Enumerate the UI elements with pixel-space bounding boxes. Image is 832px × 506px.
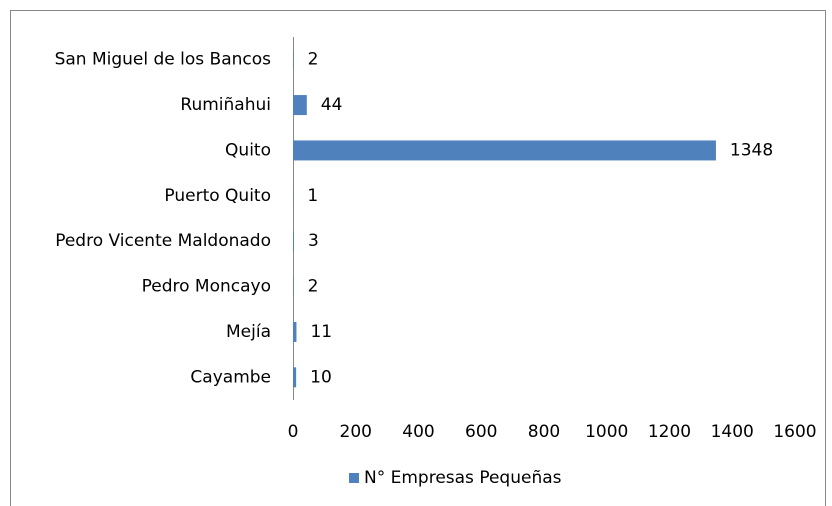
bar	[293, 367, 297, 388]
bar	[293, 231, 294, 252]
x-tick-label: 200	[340, 422, 372, 442]
x-tick-label: 1200	[648, 422, 691, 442]
data-label: 10	[310, 367, 332, 387]
x-tick-label: 1400	[711, 422, 754, 442]
y-tick-label: Puerto Quito	[164, 186, 271, 206]
legend-label: N° Empresas Pequeñas	[364, 468, 562, 488]
y-tick-label: Cayambe	[190, 367, 271, 387]
bar	[293, 95, 307, 116]
y-tick-label: Rumiñahui	[180, 95, 271, 115]
bar	[293, 49, 294, 70]
y-tick-label: Mejía	[226, 322, 271, 342]
x-tick-label: 400	[402, 422, 434, 442]
data-label: 2	[308, 50, 319, 70]
legend-swatch	[349, 473, 359, 483]
data-label: 3	[308, 231, 319, 251]
chart-frame	[10, 10, 826, 506]
x-tick-label: 600	[465, 422, 497, 442]
data-label: 1	[307, 186, 318, 206]
y-tick-label: Pedro Moncayo	[142, 277, 271, 297]
x-tick-label: 800	[528, 422, 560, 442]
y-tick-label: San Miguel de los Bancos	[55, 50, 272, 70]
y-tick-label: Pedro Vicente Maldonado	[55, 231, 271, 251]
data-label: 11	[310, 322, 332, 342]
bar	[293, 276, 294, 297]
x-tick-label: 1000	[585, 422, 628, 442]
data-label: 2	[308, 277, 319, 297]
x-tick-label: 0	[288, 422, 299, 442]
x-tick-label: 1600	[773, 422, 816, 442]
bar	[293, 140, 716, 161]
data-label: 44	[321, 95, 343, 115]
y-tick-label: Quito	[225, 140, 271, 160]
bar	[293, 321, 297, 342]
data-label: 1348	[730, 140, 773, 160]
